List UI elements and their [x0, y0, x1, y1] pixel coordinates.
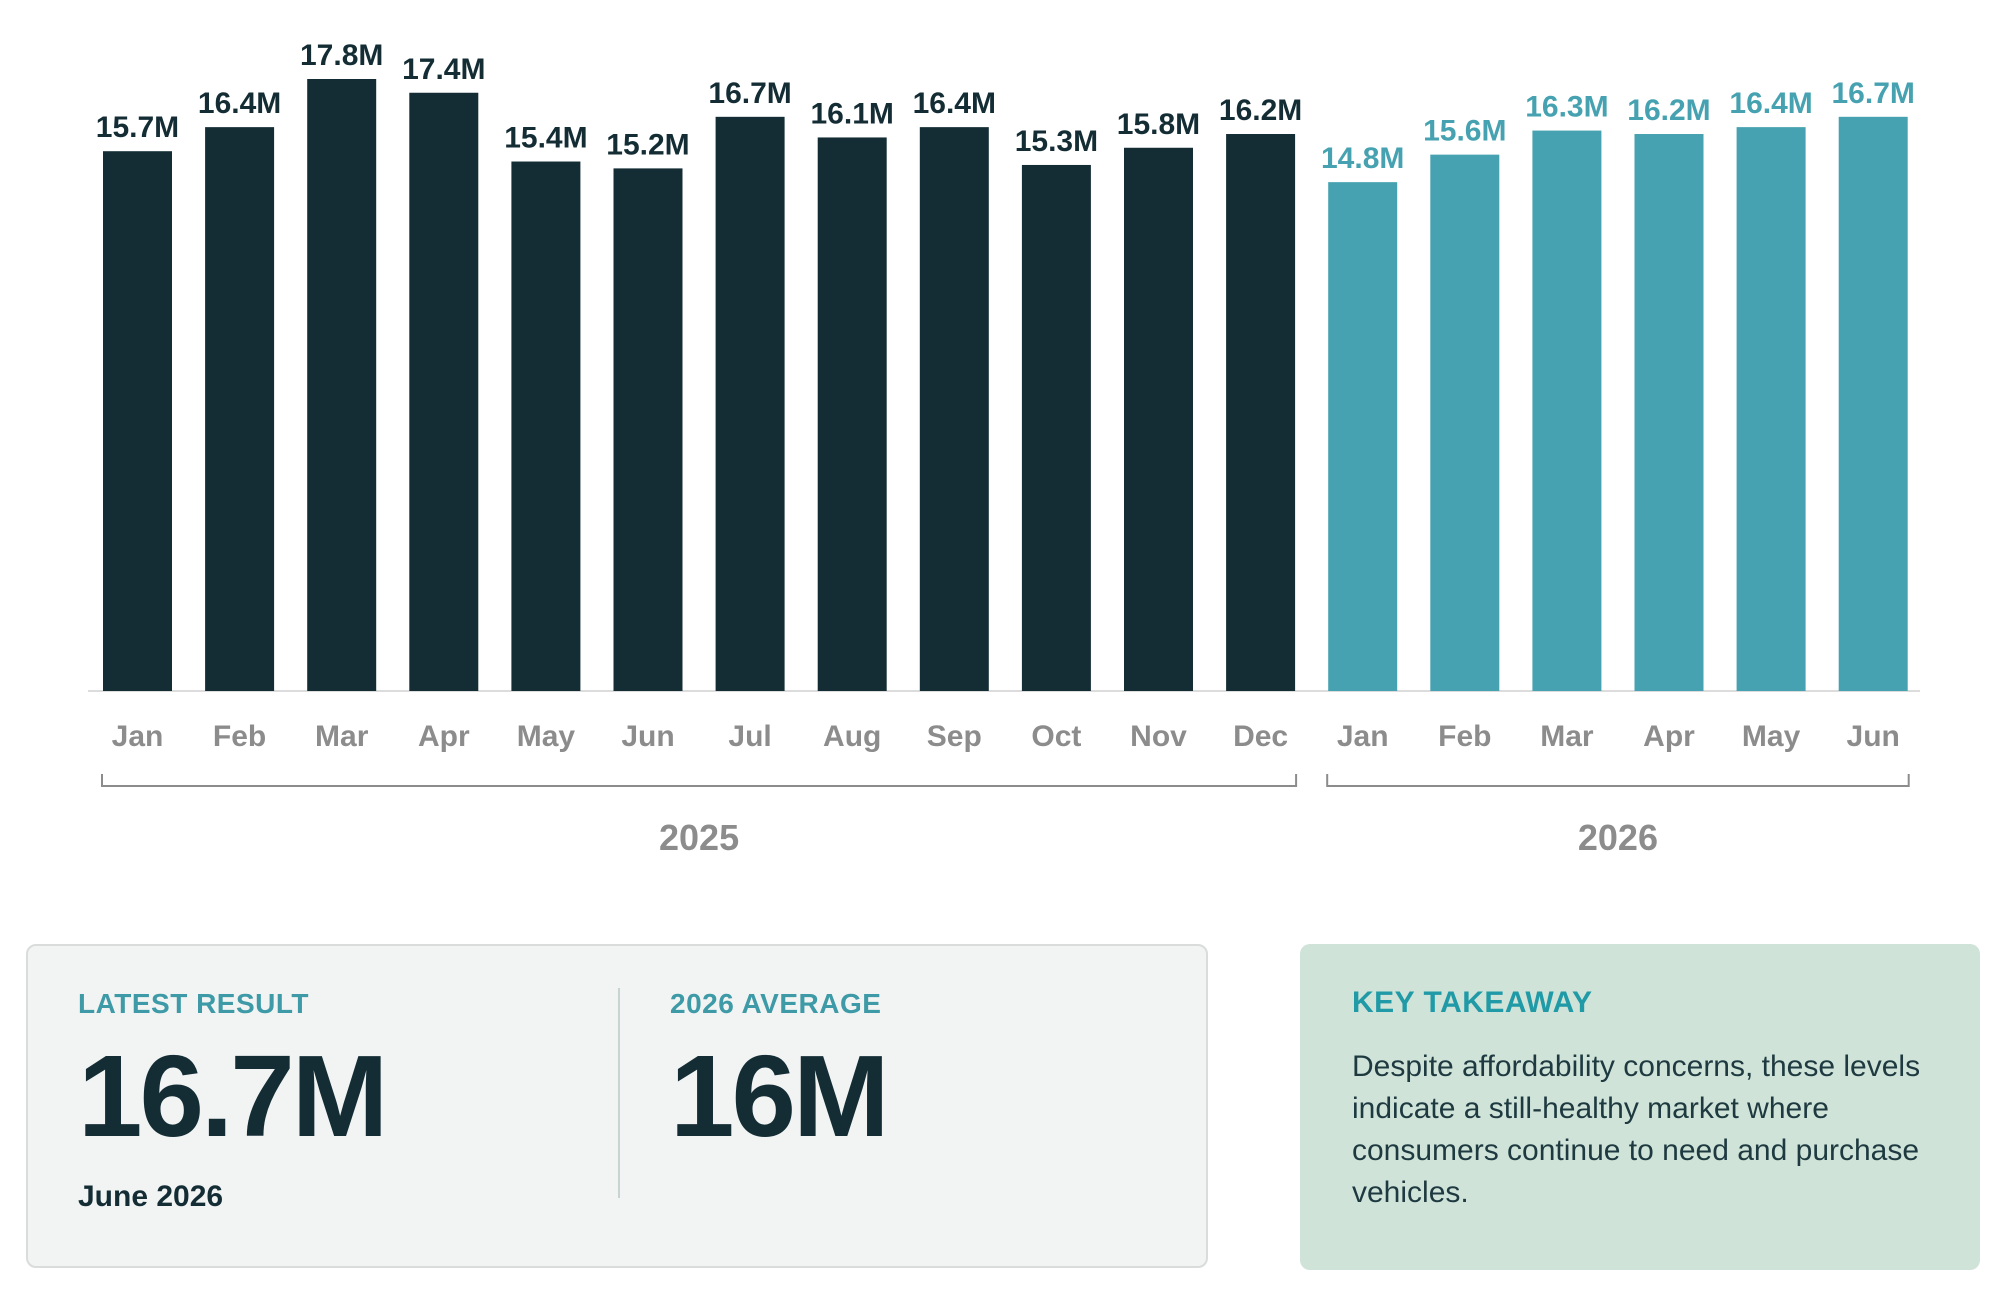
x-tick-label: Jan: [1337, 720, 1389, 753]
x-tick-label: Jun: [1847, 720, 1900, 753]
x-tick-label: Feb: [1438, 720, 1491, 753]
bar: [1226, 134, 1296, 691]
data-label: 16.2M: [1627, 94, 1710, 127]
chart-area: 15.7M Jan 16.4M Feb 17.8M Mar 17.4M Apr 15.4M May…: [88, 39, 1920, 858]
data-label: 16.7M: [1832, 77, 1915, 110]
bar: [1430, 154, 1500, 691]
x-tick-label: Dec: [1233, 720, 1288, 753]
bar: [817, 137, 887, 691]
data-label: 17.4M: [402, 53, 485, 86]
x-tick-label: Aug: [823, 720, 881, 753]
x-tick-label: Nov: [1130, 720, 1187, 753]
x-tick-label: Oct: [1031, 720, 1081, 753]
bar: [919, 127, 989, 692]
average-label: 2026 AVERAGE: [670, 988, 882, 1019]
data-label: 16.4M: [1729, 87, 1812, 120]
bar: [103, 151, 172, 691]
bar: [511, 161, 581, 692]
latest-result-label: LATEST RESULT: [78, 988, 310, 1019]
year-group-label: 2026: [1578, 817, 1658, 858]
x-tick-label: Apr: [1643, 720, 1695, 753]
bar: [1124, 147, 1193, 691]
data-label: 15.3M: [1015, 125, 1098, 158]
x-tick-label: Jul: [728, 720, 771, 753]
data-label: 15.8M: [1117, 108, 1200, 141]
data-label: 16.1M: [811, 97, 894, 130]
bar: [715, 116, 785, 692]
x-tick-label: Sep: [927, 720, 982, 753]
bar: [307, 79, 377, 691]
x-tick-label: May: [517, 720, 576, 753]
x-tick-label: May: [1742, 720, 1801, 753]
bar: [205, 127, 275, 692]
data-label: 17.8M: [300, 39, 383, 72]
bar: [613, 168, 683, 692]
bar: [409, 92, 479, 691]
data-label: 14.8M: [1321, 142, 1404, 175]
bar: [1021, 164, 1091, 691]
key-takeaway-text: Despite affordability concerns, these le…: [1352, 1050, 1921, 1209]
latest-result-date: June 2026: [78, 1180, 224, 1213]
key-takeaway-title: KEY TAKEAWAY: [1352, 986, 1593, 1019]
latest-result-block: LATEST RESULT 16.7M June 2026: [78, 988, 388, 1214]
bar: [1838, 116, 1908, 692]
year-bracket: [101, 774, 1298, 787]
latest-result-value: 16.7M: [78, 1031, 388, 1161]
data-label: 15.4M: [504, 122, 587, 155]
data-label: 15.7M: [96, 111, 179, 144]
data-label: 16.4M: [913, 87, 996, 120]
year-bracket: [1326, 774, 1910, 787]
stats-card: LATEST RESULT 16.7M June 2026 2026 AVERA…: [26, 944, 1208, 1268]
x-tick-label: Feb: [213, 720, 266, 753]
key-takeaway-card: KEY TAKEAWAY Despite affordability conce…: [1300, 944, 1980, 1270]
data-label: 16.4M: [198, 87, 281, 120]
x-tick-label: Jan: [112, 720, 164, 753]
x-tick-label: Apr: [418, 720, 470, 753]
data-label: 16.3M: [1525, 91, 1608, 124]
stats-divider: [618, 988, 620, 1198]
year-group-label: 2025: [659, 817, 739, 858]
x-tick-label: Mar: [1540, 720, 1594, 753]
bar: [1634, 134, 1704, 691]
data-label: 15.2M: [606, 128, 689, 161]
data-label: 15.6M: [1423, 115, 1506, 148]
bar-chart: 15.7M Jan 16.4M Feb 17.8M Mar 17.4M Apr 15.4M May…: [88, 39, 1920, 858]
data-label: 16.2M: [1219, 94, 1302, 127]
average-block: 2026 AVERAGE 16M: [670, 988, 890, 1161]
average-value: 16M: [670, 1031, 890, 1161]
bar: [1328, 182, 1398, 692]
x-tick-label: Mar: [315, 720, 369, 753]
data-label: 16.7M: [708, 77, 791, 110]
bar: [1532, 130, 1602, 692]
x-tick-label: Jun: [621, 720, 674, 753]
bar: [1736, 127, 1806, 692]
